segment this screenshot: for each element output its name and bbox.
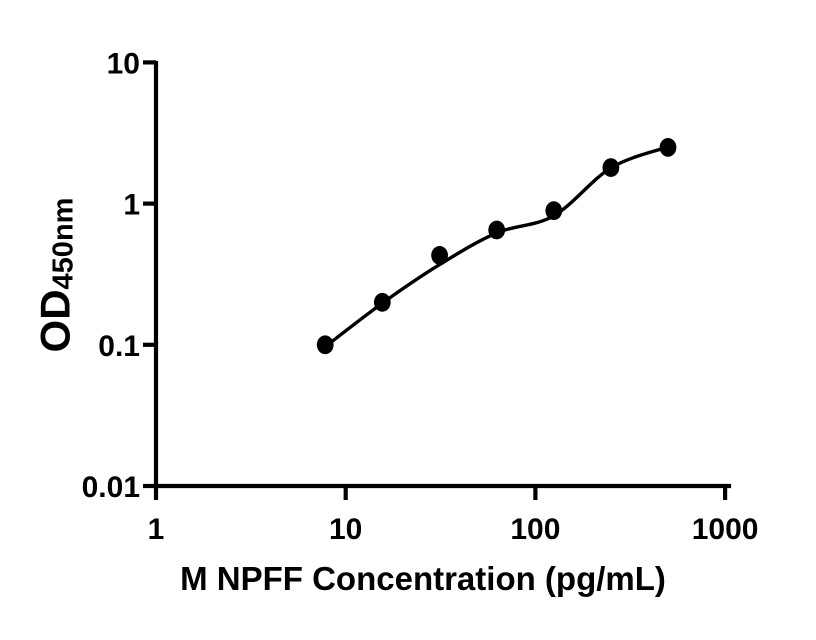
y-axis-title: OD450nm [32,198,81,353]
data-point-marker [602,158,620,178]
data-point-marker [488,220,506,240]
data-point-marker [545,201,563,221]
x-tick-label: 1 [148,513,165,546]
x-axis-title: M NPFF Concentration (pg/mL) [180,560,666,597]
fit-curve-line [324,145,669,349]
x-tick-label: 10 [329,513,362,546]
data-point-marker [431,246,448,265]
data-point-marker [316,335,334,355]
data-point-marker [659,138,677,157]
y-axis-title-subscript: 450nm [47,197,80,290]
data-point-marker [373,292,391,312]
y-tick-label: 10 [107,47,140,80]
y-axis-title-main: OD [31,289,79,353]
y-tick-label: 1 [123,189,140,222]
x-tick-label: 1000 [692,513,759,546]
y-tick-label: 0.01 [82,471,140,504]
y-tick-label: 0.1 [98,330,140,363]
x-tick-label: 100 [510,513,560,546]
